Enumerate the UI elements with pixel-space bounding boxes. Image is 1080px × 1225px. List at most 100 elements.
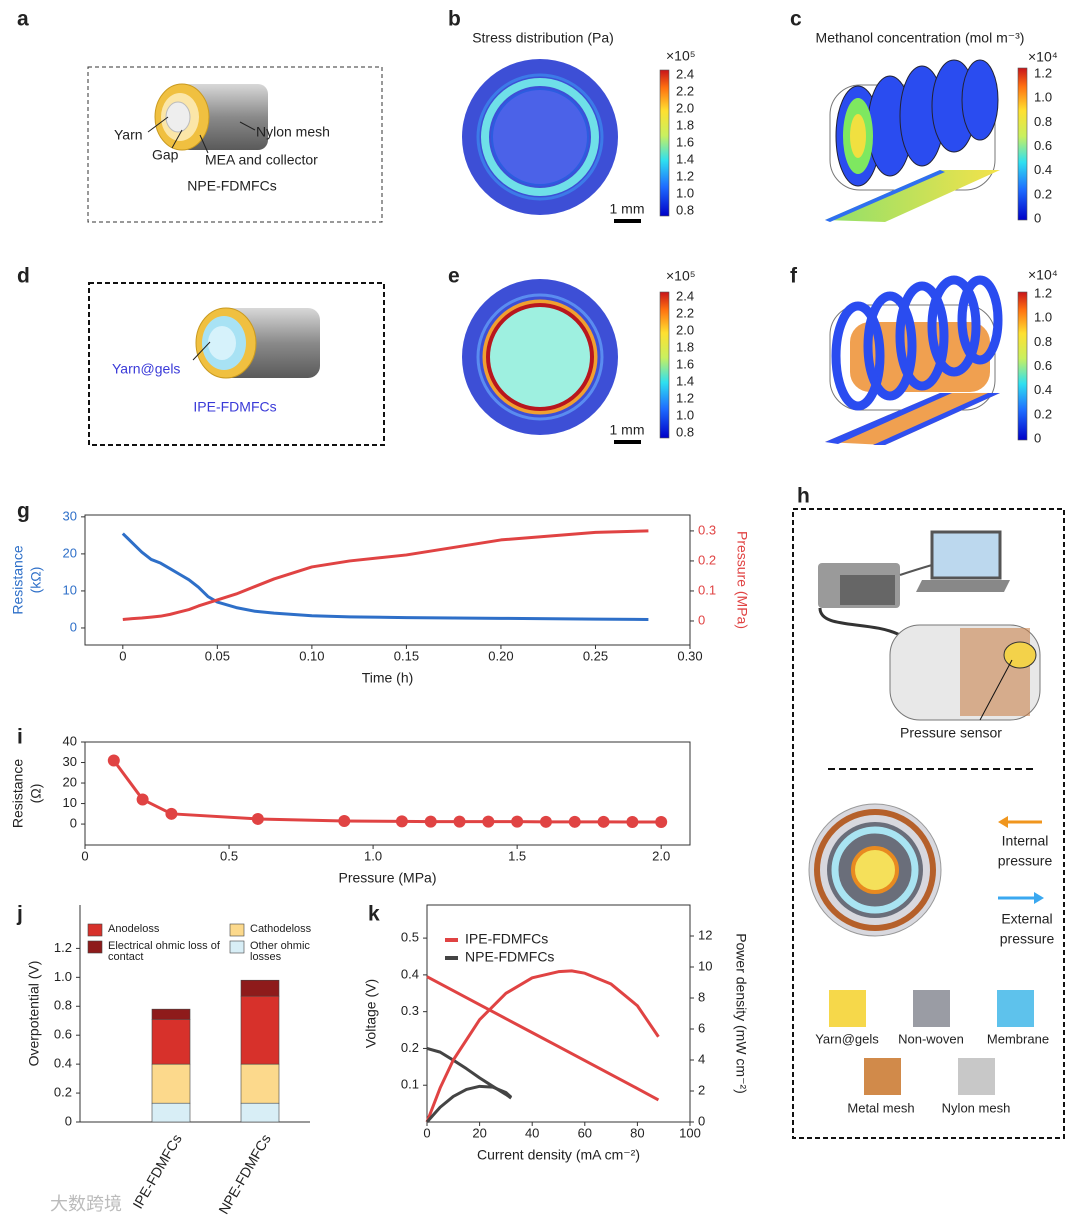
colorbar-tick-label: 0.6	[1034, 358, 1052, 373]
data-point	[568, 815, 581, 828]
laptop-screen	[930, 530, 1002, 580]
y-tick-label: 20	[63, 774, 77, 789]
y-tick-label: 0	[65, 1113, 72, 1128]
scale-bar-label: 1 mm	[610, 422, 645, 438]
label: Yarn	[114, 127, 143, 143]
x-tick-label: 1.5	[508, 848, 526, 863]
leader	[192, 341, 211, 361]
colorbar-tick-label: 0.8	[676, 202, 694, 217]
colorbar-tick-label: 2.4	[676, 66, 694, 81]
colorbar-tick-label: 2.0	[676, 322, 694, 337]
y-tick-label: 0.3	[401, 1003, 419, 1018]
colorbar-tick-label: 1.2	[676, 390, 694, 405]
legend-box: Anodeloss	[108, 924, 159, 935]
x-tick-label: 40	[525, 1125, 539, 1140]
y2-axis-label: Pressure (MPa)	[734, 531, 750, 629]
plot-frame	[84, 514, 691, 646]
y-tick-label: 0.2	[401, 1040, 419, 1055]
swatch	[864, 1058, 901, 1095]
colorbar-tick-label: 1.0	[1034, 90, 1052, 105]
yarn	[165, 101, 191, 133]
label: pressure	[998, 853, 1053, 869]
x-tick-label: 60	[578, 1125, 592, 1140]
ring	[927, 275, 981, 377]
y-axis-label: Overpotential (V)	[26, 961, 42, 1067]
stress-core	[491, 88, 589, 186]
colorbar-tick-label: 2.4	[676, 288, 694, 303]
swatch	[958, 1058, 995, 1095]
colorbar-tick-label: 1.6	[676, 134, 694, 149]
panel-frame	[88, 282, 385, 446]
panel-label: e	[448, 265, 460, 288]
x-tick-label: 0.30	[677, 648, 702, 663]
y-tick-label: 0.5	[401, 930, 419, 945]
x-tick-label: 0.15	[394, 648, 419, 663]
legend-box: Cathodeloss	[250, 924, 311, 935]
colorbar-tick-label: 2.2	[676, 305, 694, 320]
panel-label: a	[17, 8, 29, 31]
plot-frame	[84, 741, 691, 846]
y-tick-label: 1.0	[54, 969, 72, 984]
y-tick-label: 0.2	[54, 1085, 72, 1100]
colorbar-tick-label: 1.6	[676, 356, 694, 371]
y-tick-label: 0.4	[54, 1056, 72, 1071]
legend-swatch	[229, 940, 245, 954]
laptop-base	[916, 580, 1010, 592]
y-tick-label: 0.4	[401, 966, 419, 981]
arrowhead	[1034, 892, 1044, 904]
panel-title: Stress distribution (Pa)	[472, 30, 614, 46]
x-tick-label: 1.0	[364, 848, 382, 863]
y2-tick-label: 0.3	[698, 522, 716, 537]
data-line	[425, 1084, 513, 1123]
colorbar	[1017, 67, 1028, 221]
data-line	[121, 532, 649, 621]
y2-tick-label: 0	[698, 1113, 705, 1128]
y-tick-label: 1.2	[54, 940, 72, 955]
y2-tick-label: 12	[698, 927, 712, 942]
core	[850, 114, 866, 158]
panel-label: k	[368, 903, 380, 926]
x-tick-label: 0	[81, 848, 88, 863]
colorbar-tick-label: 1.2	[1034, 65, 1052, 80]
data-point	[338, 814, 351, 827]
x-tick-label: 100	[679, 1125, 701, 1140]
stress-core	[486, 303, 594, 411]
colorbar-tick-label: 1.4	[676, 373, 694, 388]
cable	[818, 607, 901, 637]
cell-model	[825, 275, 1003, 445]
panel-label: i	[17, 726, 23, 749]
x-tick-label: 0.5	[220, 848, 238, 863]
bar-segment	[151, 1102, 191, 1123]
label: Gap	[152, 147, 179, 163]
leader	[171, 129, 183, 149]
y-tick-label: 20	[63, 545, 77, 560]
colorbar-tick-label: 0.4	[1034, 382, 1052, 397]
scale-bar-label: 1 mm	[610, 201, 645, 217]
colorbar	[1017, 291, 1028, 441]
y2-tick-label: 10	[698, 958, 712, 973]
y-tick-label: 10	[63, 795, 77, 810]
y-tick-label: 0.6	[54, 1027, 72, 1042]
arrowhead	[998, 816, 1008, 828]
ring	[895, 281, 949, 391]
stress-ring	[482, 299, 598, 415]
y2-tick-label: 6	[698, 1020, 705, 1035]
data-point	[395, 815, 408, 828]
colorbar-tick-label: 1.0	[1034, 310, 1052, 325]
data-point	[251, 812, 264, 825]
leader	[979, 659, 1013, 721]
x-tick-label: 0	[423, 1125, 430, 1140]
y-tick-label: 0.8	[54, 998, 72, 1013]
legend-swatch	[87, 923, 103, 937]
x-axis-label: Current density (mA cm⁻²)	[477, 1147, 640, 1163]
colorbar	[659, 291, 670, 439]
label: pressure	[1000, 931, 1055, 947]
colorbar-tick-label: 0.2	[1034, 406, 1052, 421]
swatch	[913, 990, 950, 1027]
metal-mesh	[960, 628, 1030, 716]
bar-segment	[151, 1018, 191, 1065]
legend-label: Electrical ohmic loss of contact	[108, 941, 220, 963]
y-tick-label: 0	[70, 816, 77, 831]
